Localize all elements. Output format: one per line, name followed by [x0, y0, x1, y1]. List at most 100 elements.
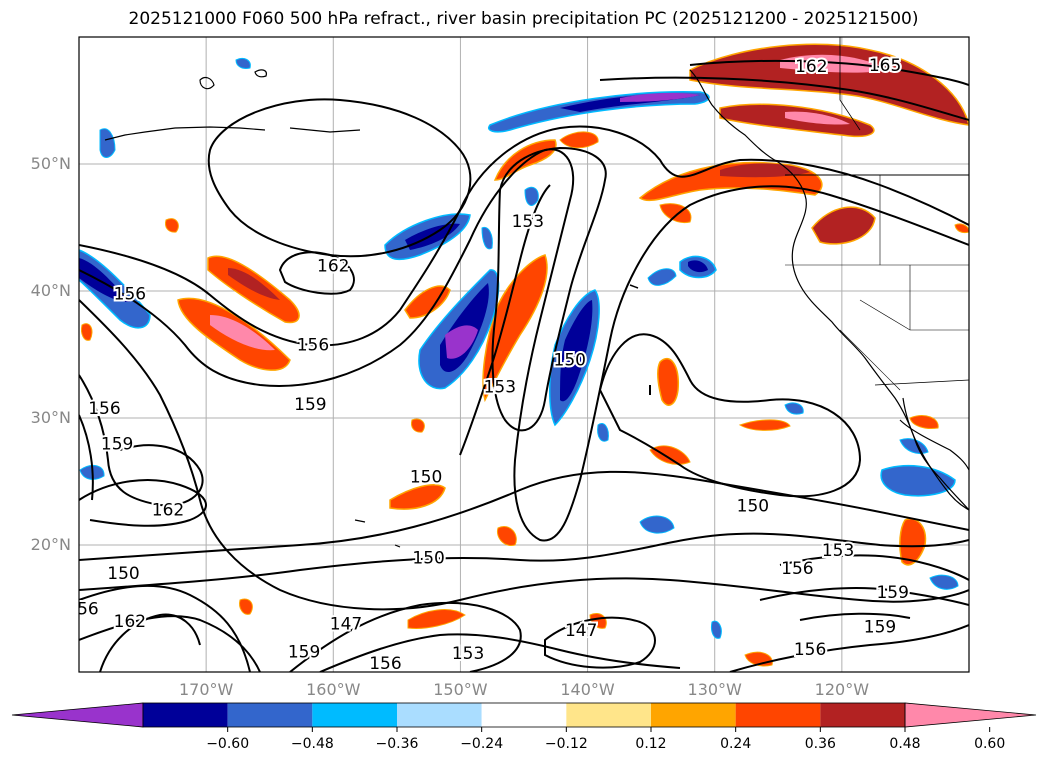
- precip-positive-region: [404, 285, 451, 319]
- contour-label: 162: [795, 57, 827, 77]
- contour-label: 147: [330, 615, 362, 635]
- contour-label: 147: [565, 621, 597, 641]
- precip-positive-region: [954, 223, 969, 234]
- contour-line: [278, 251, 355, 295]
- colorbar-segment: [143, 703, 228, 727]
- colorbar-segment: [566, 703, 651, 727]
- colorbar-segment: [820, 703, 905, 727]
- contour-label: 153: [822, 541, 854, 561]
- colorbar-tick-label: 0.36: [804, 736, 836, 752]
- contour-line: [759, 587, 969, 606]
- longitude-label: 160°W: [306, 680, 361, 699]
- precip-negative-core: [405, 223, 460, 250]
- country-border: [839, 37, 861, 131]
- precip-positive-core: [785, 111, 850, 125]
- colorbar-frame: [142, 702, 906, 728]
- colorbar-extend-high: [904, 702, 1037, 728]
- colorbar-tick-label: −0.12: [544, 736, 588, 752]
- contour-line: [79, 470, 969, 561]
- colorbar-segment: [651, 703, 736, 727]
- coastline: [289, 127, 361, 133]
- contour-label: 159: [101, 434, 133, 454]
- contour-label: 150: [554, 351, 586, 371]
- colorbar-tick-label: 0.12: [635, 736, 667, 752]
- contour-label: 165: [869, 56, 901, 76]
- contour-line: [544, 616, 656, 669]
- colorbar-tick-label: −0.48: [290, 736, 334, 752]
- longitude-label: 130°W: [687, 680, 742, 699]
- contour-line: [79, 414, 94, 501]
- contour-label: 162: [114, 612, 146, 632]
- contour-label: 156: [781, 559, 813, 579]
- contour-labels: 162 165 153 162 156 156 159 156 159 153 150 150 162 1…: [77, 54, 911, 674]
- coastlines: [104, 37, 969, 548]
- precip-negative-region: [647, 268, 677, 286]
- precip-positive-region: [411, 418, 425, 433]
- precip-positive-region: [649, 445, 691, 465]
- coastline: [902, 397, 969, 511]
- latitude-label: 20°N: [30, 535, 71, 554]
- contour-label: 156: [369, 654, 401, 674]
- map-title: 2025121000 F060 500 hPa refract., river …: [128, 9, 919, 29]
- precip-negative-core: [560, 300, 593, 402]
- colorbar-segment: [312, 703, 397, 727]
- precip-positive-region: [389, 484, 446, 510]
- refractivity-contours: [79, 59, 969, 672]
- precip-positive-region: [811, 206, 876, 245]
- precip-positive-region: [482, 254, 548, 403]
- contour-label: 150: [412, 549, 444, 569]
- precip-negative-region: [929, 574, 959, 590]
- precip-negative-core: [688, 260, 708, 273]
- precip-negative-region: [524, 186, 539, 206]
- colorbar-segment: [227, 703, 313, 727]
- state-border: [859, 299, 969, 331]
- contour-line: [79, 299, 969, 611]
- precip-positive-region: [738, 419, 791, 431]
- contour-line: [289, 602, 522, 672]
- precip-negative-region: [639, 515, 675, 534]
- colorbar-segment: [397, 703, 482, 727]
- precip-positive-region: [720, 163, 810, 178]
- contour-line: [689, 59, 969, 86]
- contour-label: 156: [114, 285, 146, 305]
- contour-line: [79, 125, 969, 347]
- contour-label: 156: [297, 335, 329, 355]
- latitude-label: 50°N: [30, 154, 71, 173]
- colorbar-tick-label: −0.60: [206, 736, 250, 752]
- precip-positive-region: [496, 526, 517, 547]
- contour-label: 156: [794, 640, 826, 660]
- precip-negative-region: [880, 464, 956, 497]
- country-border: [874, 379, 969, 386]
- precip-positive-region: [165, 218, 179, 233]
- contour-line: [79, 615, 261, 672]
- longitude-label: 140°W: [560, 680, 615, 699]
- contour-line: [79, 532, 969, 591]
- contour-label: 150: [737, 497, 769, 517]
- colorbar-tick-label: 0.48: [889, 736, 921, 752]
- contour-line: [79, 148, 969, 542]
- precip-positive-region: [81, 323, 93, 341]
- precip-positive-region: [909, 415, 939, 429]
- coastline: [394, 544, 401, 548]
- precip-positive-region: [407, 609, 466, 629]
- precip-positive-region: [239, 598, 253, 615]
- precip-positive-region: [899, 518, 927, 566]
- contour-label: 159: [294, 395, 326, 415]
- colorbar-tick-label: −0.24: [460, 736, 504, 752]
- precip-negative-region: [597, 423, 609, 442]
- contour-label: 56: [77, 600, 99, 620]
- precip-positive-region: [657, 357, 679, 406]
- precip-positive-core: [210, 315, 275, 351]
- map-frame: [78, 36, 970, 673]
- contour-line: [799, 612, 911, 621]
- colorbar-segment: [481, 703, 567, 727]
- contour-label: 150: [410, 467, 442, 487]
- colorbar-tick-label: 0.60: [974, 736, 1006, 752]
- precip-negative-core: [620, 93, 700, 102]
- colorbar-tick-label: 0.24: [720, 736, 752, 752]
- colorbar-tick-label: −0.36: [375, 736, 419, 752]
- precip-negative-region: [235, 57, 251, 69]
- contour-line: [207, 98, 472, 258]
- precip-negative-region: [99, 128, 116, 158]
- contour-line: [99, 613, 201, 672]
